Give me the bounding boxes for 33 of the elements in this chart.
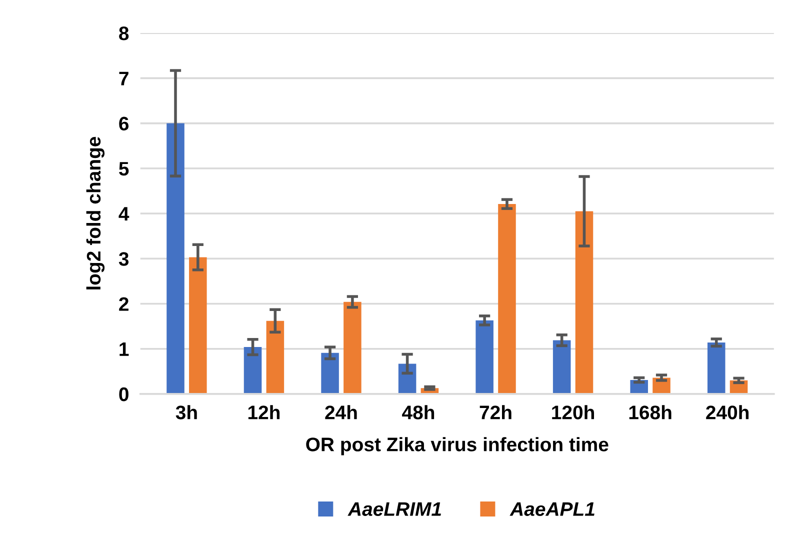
bar: [707, 342, 726, 394]
y-tick-label: 5: [119, 162, 129, 176]
bar: [476, 320, 494, 394]
y-tick-label: 3: [118, 252, 129, 266]
x-tick-label: 24h: [325, 405, 357, 420]
legend-label: AaeLRIM1: [348, 502, 441, 516]
bar: [321, 352, 339, 394]
x-axis-title: OR post Zika virus infection time: [306, 437, 608, 456]
x-tick-label: 72h: [480, 405, 512, 420]
y-tick-label: 4: [118, 207, 130, 221]
y-tick-label: 6: [119, 116, 129, 131]
bar: [498, 204, 516, 394]
bar: [398, 364, 416, 394]
y-tick-label: 0: [119, 387, 128, 402]
bar: [244, 347, 262, 394]
bar: [552, 340, 571, 394]
x-tick-label: 240h: [706, 405, 749, 420]
y-tick-label: 1: [120, 342, 129, 356]
x-tick-label: 120h: [552, 405, 594, 420]
bar: [166, 123, 184, 394]
bar: [344, 302, 362, 394]
bar: [266, 320, 284, 394]
y-axis-title: log2 fold change: [86, 136, 105, 290]
legend-label: AaeAPL1: [510, 502, 594, 516]
x-tick-label: 12h: [248, 405, 280, 420]
bar: [189, 257, 207, 394]
bar: [575, 211, 594, 394]
y-tick-label: 7: [119, 72, 128, 86]
y-tick-label: 8: [119, 26, 129, 40]
x-tick-label: 168h: [629, 405, 672, 420]
x-tick-label: 3h: [176, 405, 197, 420]
x-tick-label: 48h: [402, 405, 434, 420]
y-tick-label: 2: [119, 297, 128, 311]
